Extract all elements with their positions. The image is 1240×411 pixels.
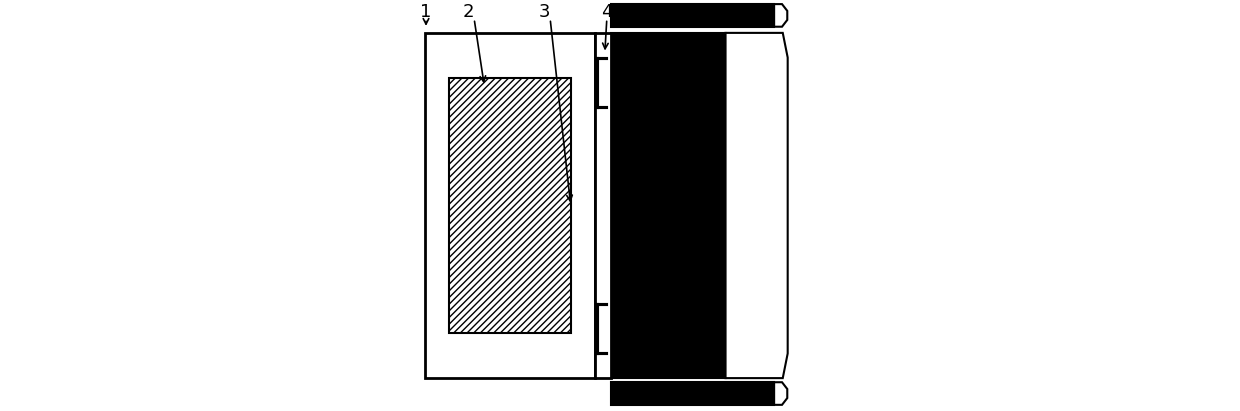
- Polygon shape: [725, 33, 787, 378]
- Text: 4: 4: [601, 3, 613, 21]
- Text: 1: 1: [420, 3, 432, 21]
- Text: 5: 5: [725, 3, 737, 21]
- Polygon shape: [774, 382, 787, 405]
- Bar: [449, 78, 570, 333]
- Bar: [425, 33, 595, 378]
- Bar: [595, 33, 611, 378]
- Bar: [611, 382, 774, 405]
- Polygon shape: [774, 4, 787, 27]
- Bar: [611, 4, 774, 27]
- Bar: [611, 33, 725, 378]
- Text: 3: 3: [538, 3, 549, 21]
- Text: 2: 2: [463, 3, 474, 21]
